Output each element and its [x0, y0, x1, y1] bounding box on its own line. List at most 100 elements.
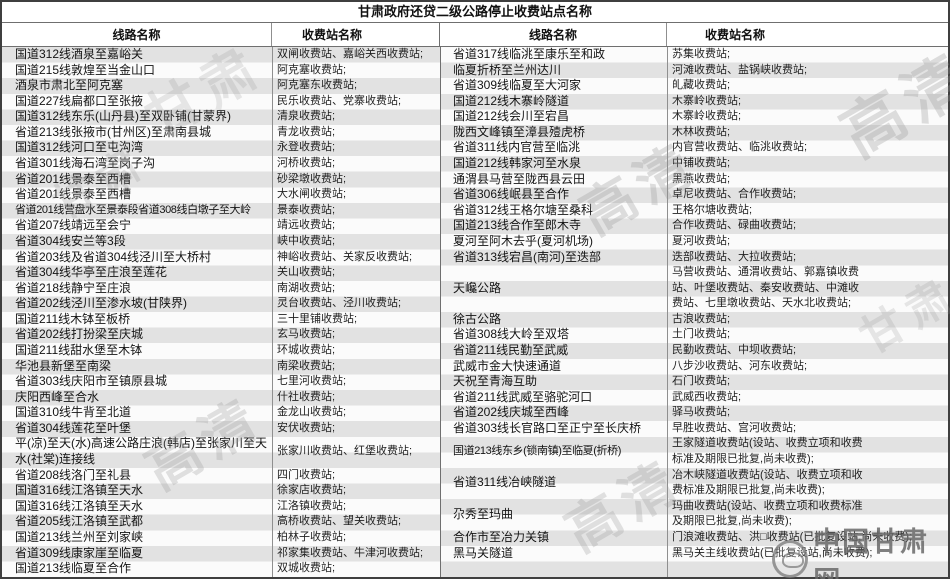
- station-cell: 民勤收费站、中坝收费站;: [672, 344, 797, 357]
- station-cell: 三十里铺收费站;: [277, 312, 358, 325]
- table-row: 省道304线安兰等3段 峡中收费站;: [2, 234, 440, 250]
- station-cell: 河桥收费站;: [277, 157, 336, 170]
- table-row: 酒泉市肃北至阿克塞 阿克塞东收费站;: [2, 78, 440, 94]
- header-route-left: 线路名称: [2, 23, 272, 46]
- route-cell: 省道218线静宁至庄浪: [15, 280, 132, 295]
- table-row: 省道213线张掖市(甘州区)至肃南县城 青龙收费站;: [2, 125, 440, 141]
- station-cell: 石门收费站;: [672, 375, 731, 388]
- table-row: 国道213线兰州至刘家峡 柏林子收费站;: [2, 530, 440, 546]
- table-row: 省道317线临洮至康乐至和政 苏集收费站;: [440, 47, 948, 63]
- table-row: 省道303线庆阳市至镇原县城 七里河收费站;: [2, 374, 440, 390]
- route-cell: 省道201线景泰至西槽: [15, 171, 132, 186]
- table-row: 省道311线内官营至临洮 内官营收费站、临洮收费站;: [440, 140, 948, 156]
- table-row: 国道213线临夏至合作 双城收费站;: [2, 561, 440, 577]
- route-cell: 省道304线莲花至叶堡: [15, 420, 132, 435]
- station-cell: 峡中收费站;: [277, 234, 336, 247]
- route-cell: 国道212线韩家河至水泉: [453, 156, 582, 171]
- table-right-half: 省道317线临洮至康乐至和政 苏集收费站; 临夏折桥至兰州达川 河滩收费站、盐锅峡收费…: [440, 47, 948, 577]
- station-cell: 王格尔塘收费站;: [672, 203, 753, 216]
- table-row: 省道303线长官路口至正宁至长庆桥 早胜收费站、宫河收费站;: [440, 421, 948, 437]
- route-cell: 尕秀至玛曲: [453, 506, 514, 521]
- table-left-half: 国道312线酒泉至嘉峪关 双闸收费站、嘉峪关西收费站; 国道215线敦煌至当金山口阿…: [2, 47, 440, 577]
- route-cell: 国道312线东乐(山丹县)至双卧铺(甘蒙界): [15, 109, 232, 124]
- station-cell: 中铺收费站;: [672, 157, 731, 170]
- route-cell: 省道202线庆城至西峰: [453, 405, 570, 420]
- table-row: 国道213线合作至郎木寺 合作收费站、碌曲收费站;: [440, 218, 948, 234]
- table-row: 国道212线会川至宕昌 木寨岭收费站;: [440, 109, 948, 125]
- route-cell: 国道211线木钵至板桥: [15, 311, 131, 326]
- station-cell: 木寨岭收费站;: [672, 94, 742, 107]
- route-cell: 省道205线江洛镇至武都: [15, 514, 144, 529]
- table-row: 庆阳西峰至合水 什社收费站;: [2, 390, 440, 406]
- station-cell: 驿马收费站;: [672, 406, 731, 419]
- route-cell: 国道213线合作至郎木寺: [453, 218, 582, 233]
- station-cell: 高桥收费站、望关收费站;: [277, 515, 402, 528]
- route-cell: 省道306线岷县至合作: [453, 187, 570, 202]
- station-cell: 徐家店收费站;: [277, 484, 347, 497]
- table-header: 线路名称 收费站名称 线路名称 收费站名称: [2, 23, 948, 47]
- station-cell: 癿藏收费站;: [672, 79, 731, 92]
- route-cell: 省道311线内官营至临洮: [453, 140, 581, 155]
- station-cell: 张家川收费站、红堡收费站;: [277, 445, 413, 458]
- table-row: 国道212线韩家河至水泉 中铺收费站;: [440, 156, 948, 172]
- station-cell: 土门收费站;: [672, 328, 731, 341]
- route-cell: 省道317线临洮至康乐至和政: [453, 47, 606, 61]
- table-row: 武威市金大快速通道 八步沙收费站、河东收费站;: [440, 359, 948, 375]
- table-row: 国道316线江洛镇至天水 江洛镇收费站;: [2, 499, 440, 515]
- station-cell: 四门收费站;: [277, 468, 336, 481]
- table-row: 省道308线大岭至双塔 土门收费站;: [440, 327, 948, 343]
- station-cell: 金龙山收费站;: [277, 406, 347, 419]
- station-cell: 双城收费站;: [277, 562, 336, 575]
- station-cell: 马营收费站、通渭收费站、郭嘉镇收费站、叶堡收费站、秦安收费站、中滩收费站、七里墩…: [672, 266, 859, 310]
- station-cell: 阿克塞收费站;: [277, 63, 347, 76]
- table-row: 省道203线及省道304线泾川至大桥村 神峪收费站、关家反收费站;: [2, 250, 440, 266]
- table-row: 国道310线牛背至北道 金龙山收费站;: [2, 405, 440, 421]
- station-cell: 砂梁墩收费站;: [277, 172, 347, 185]
- station-cell: 玄马收费站;: [277, 328, 336, 341]
- route-cell: 省道208线洛门至礼县: [15, 467, 132, 482]
- route-cell: 国道213线兰州至刘家峡: [15, 529, 144, 544]
- route-cell: 国道316线江洛镇至天水: [15, 498, 144, 513]
- route-cell: 国道312线酒泉至嘉峪关: [15, 47, 144, 61]
- station-cell: 冶木峡隧道收费站(设站、收费立项和收费标准及期限已批复,尚未收费);: [672, 468, 863, 497]
- table-row: 省道211线民勤至武威 民勤收费站、中坝收费站;: [440, 343, 948, 359]
- table-row: 省道208线洛门至礼县 四门收费站;: [2, 468, 440, 484]
- station-cell: 环城收费站;: [277, 343, 336, 356]
- table-row: 临夏折桥至兰州达川 河滩收费站、盐锅峡收费站;: [440, 63, 948, 79]
- route-cell: 省道213线张掖市(甘州区)至肃南县城: [15, 124, 212, 139]
- station-cell: 七里河收费站;: [277, 375, 347, 388]
- table-row: 省道202线打扮梁至庆城 玄马收费站;: [2, 327, 440, 343]
- table-row: 省道201线景泰至西槽 砂梁墩收费站;: [2, 172, 440, 188]
- route-cell: 省道309线临夏至大河家: [453, 78, 582, 93]
- station-cell: 灵台收费站、泾川收费站;: [277, 297, 402, 310]
- route-cell: 天祝至青海互助: [453, 374, 538, 389]
- table-row: 国道213线东乡(锁南镇)至临夏(折桥) 王家隧道收费站(设站、收费立项和收费标准…: [440, 436, 948, 467]
- table-row: 国道211线甜水堡至木钵 环城收费站;: [2, 343, 440, 359]
- route-cell: 酒泉市肃北至阿克塞: [15, 78, 124, 93]
- table-row: 国道312线酒泉至嘉峪关 双闸收费站、嘉峪关西收费站;: [2, 47, 440, 63]
- table-row: 省道211线武威至骆驼河口 武威西收费站;: [440, 390, 948, 406]
- table-row: 夏河至阿木去乎(夏河机场) 夏河收费站;: [440, 234, 948, 250]
- route-cell: 省道203线及省道304线泾川至大桥村: [15, 249, 212, 264]
- station-cell: 祁家集收费站、牛津河收费站;: [277, 546, 424, 559]
- route-cell: 省道202线打扮梁至庆城: [15, 327, 144, 342]
- station-cell: 王家隧道收费站(设站、收费立项和收费标准及期限已批复,尚未收费);: [672, 437, 863, 466]
- table-row: 华池县新堡至南梁 南梁收费站;: [2, 359, 440, 375]
- route-cell: 省道301线海石湾至岗子沟: [15, 156, 156, 171]
- route-cell: 省道311线冶峡隧道: [453, 475, 557, 490]
- table-row: 省道201线景泰至西槽 大水闸收费站;: [2, 187, 440, 203]
- station-cell: 木寨岭收费站;: [672, 110, 742, 123]
- station-cell: 阿克塞东收费站;: [277, 79, 358, 92]
- route-cell: 省道312线王格尔塘至桑科: [453, 202, 594, 217]
- page-title: 甘肃政府还贷二级公路停止收费站点名称: [2, 2, 948, 23]
- route-cell: 华池县新堡至南梁: [15, 358, 112, 373]
- route-cell: 省道201线景泰至西槽: [15, 187, 132, 202]
- station-cell: 内官营收费站、临洮收费站;: [672, 141, 808, 154]
- table-row: 尕秀至玛曲 玛曲收费站(设站、收费立项和收费标准及期限已批复,尚未收费);: [440, 499, 948, 530]
- table-row: 省道218线静宁至庄浪 南湖收费站;: [2, 281, 440, 297]
- station-cell: 什社收费站;: [277, 390, 336, 403]
- table-row: 国道312线东乐(山丹县)至双卧铺(甘蒙界) 清泉收费站;: [2, 109, 440, 125]
- station-cell: 安伏收费站;: [277, 421, 336, 434]
- table-row: 徐古公路 古浪收费站;: [440, 312, 948, 328]
